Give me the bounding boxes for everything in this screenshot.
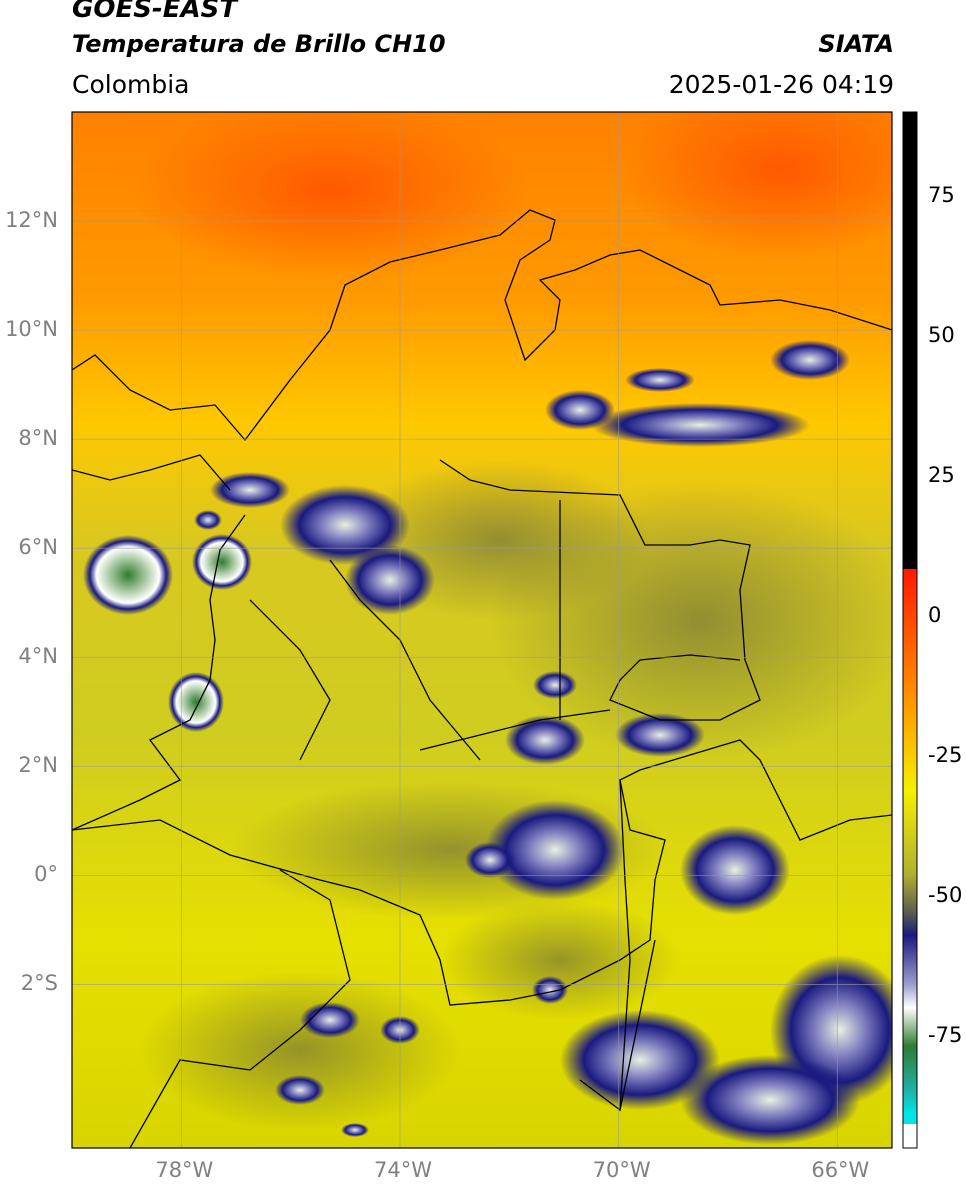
colorbar-white-segment — [903, 1124, 917, 1148]
lat-tick-label: 6°N — [18, 535, 58, 560]
lat-tick-label: 4°N — [18, 644, 58, 669]
brand-label: SIATA — [818, 30, 894, 58]
satellite-image — [72, 112, 892, 1148]
lat-tick-label: 2°N — [18, 753, 58, 778]
colorbar-tick-label: 0 — [928, 603, 942, 627]
satellite-title: GOES-EAST — [72, 0, 238, 24]
product-title: Temperatura de Brillo CH10 — [72, 30, 446, 58]
colorbar-black-segment — [903, 112, 917, 569]
colorbar-tick-label: -75 — [928, 1023, 963, 1047]
timestamp-label: 2025-01-26 04:19 — [668, 70, 894, 99]
map-frame — [71, 111, 893, 1149]
lon-tick-label: 66°W — [811, 1158, 870, 1182]
lon-tick-label: 70°W — [592, 1158, 651, 1182]
lat-tick-label: 2°S — [20, 971, 58, 996]
colorbar-frame — [902, 111, 918, 1149]
colorbar-tick-label: 25 — [928, 463, 955, 487]
colorbar-tick-label: 75 — [928, 183, 955, 207]
colorbar — [902, 111, 918, 1149]
lon-tick-label: 74°W — [374, 1158, 432, 1182]
lat-tick-label: 12°N — [5, 208, 58, 233]
map-gridlines — [72, 112, 892, 1148]
colorbar-tick-label: -25 — [928, 743, 963, 767]
colorbar-tick-label: -50 — [928, 883, 963, 907]
lon-tick-label: 78°W — [155, 1158, 214, 1182]
lat-tick-label: 10°N — [5, 317, 58, 342]
colorbar-gradient — [903, 569, 917, 1124]
lat-tick-label: 0° — [34, 862, 58, 887]
colorbar-tick-label: 50 — [928, 323, 955, 347]
region-label: Colombia — [72, 70, 190, 99]
lat-tick-label: 8°N — [18, 426, 58, 451]
